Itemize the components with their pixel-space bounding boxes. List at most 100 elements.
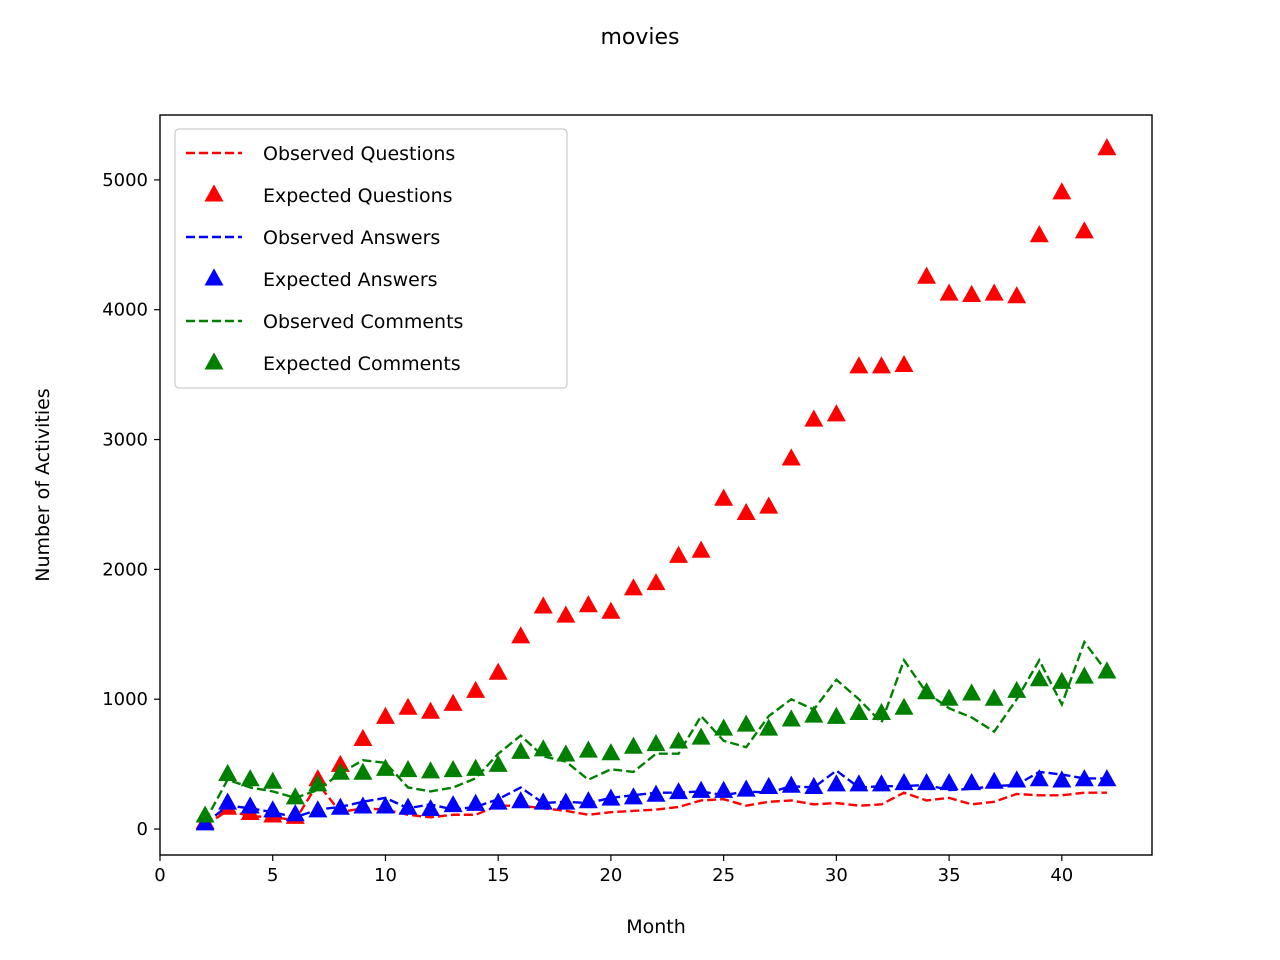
data-point xyxy=(218,763,238,782)
series-line-observed-comments xyxy=(204,639,1108,822)
data-point xyxy=(826,404,846,422)
axes-frame xyxy=(159,114,1153,856)
data-point xyxy=(330,797,350,815)
data-point xyxy=(578,791,598,809)
data-point xyxy=(398,697,418,715)
data-point xyxy=(736,502,756,521)
data-point xyxy=(488,662,508,680)
data-point xyxy=(556,605,576,623)
data-point xyxy=(714,718,734,736)
data-point xyxy=(1052,770,1072,788)
legend-box xyxy=(174,128,568,389)
data-point xyxy=(646,573,666,591)
data-point xyxy=(669,545,689,563)
data-point xyxy=(511,791,531,809)
data-point xyxy=(939,283,959,301)
data-point xyxy=(443,795,463,813)
data-point xyxy=(466,680,486,698)
data-point xyxy=(736,714,756,732)
data-point xyxy=(894,697,914,715)
data-point xyxy=(939,772,959,791)
data-point xyxy=(1097,661,1117,679)
data-point xyxy=(218,792,238,810)
data-point xyxy=(240,769,260,787)
x-tick-label: 35 xyxy=(938,865,961,886)
data-point xyxy=(285,787,305,805)
data-point xyxy=(353,762,373,780)
data-point xyxy=(759,776,779,794)
data-point xyxy=(984,283,1004,301)
data-point xyxy=(533,792,553,810)
data-point xyxy=(421,701,441,719)
x-tick-label: 0 xyxy=(154,865,165,886)
data-point xyxy=(398,760,418,778)
series-markers-expected-answers xyxy=(195,769,1117,831)
y-axis-label: Number of Activities xyxy=(32,388,54,581)
data-point xyxy=(917,682,937,700)
data-point xyxy=(263,771,283,789)
data-point xyxy=(646,784,666,802)
data-point xyxy=(601,788,621,806)
data-point xyxy=(466,758,486,776)
legend-label-expected-questions: Expected Questions xyxy=(263,185,453,207)
data-point xyxy=(1097,769,1117,787)
data-point xyxy=(1007,770,1027,788)
data-point xyxy=(488,754,508,772)
data-point xyxy=(578,740,598,758)
y-tick-label: 4000 xyxy=(102,300,148,321)
legend-swatch-expected-questions xyxy=(204,184,224,202)
data-point xyxy=(1074,221,1094,239)
x-axis-label: Month xyxy=(626,916,686,938)
data-point xyxy=(691,540,711,558)
data-point xyxy=(375,796,395,814)
data-point xyxy=(1052,671,1072,689)
data-point xyxy=(759,496,779,514)
data-point xyxy=(1029,225,1049,243)
data-point xyxy=(556,744,576,762)
data-point xyxy=(533,739,553,757)
data-point xyxy=(511,626,531,644)
data-point xyxy=(691,780,711,798)
data-point xyxy=(623,578,643,596)
y-tick-label: 2000 xyxy=(102,559,148,580)
data-point xyxy=(804,776,824,794)
data-point xyxy=(601,601,621,619)
data-point xyxy=(285,804,305,822)
data-point xyxy=(578,595,598,613)
data-point xyxy=(669,782,689,800)
data-point xyxy=(556,792,576,810)
plot-area xyxy=(195,138,1117,831)
x-tick-label: 30 xyxy=(825,865,848,886)
data-point xyxy=(375,706,395,724)
data-point xyxy=(263,800,283,818)
data-point xyxy=(1074,666,1094,684)
x-tick-label: 15 xyxy=(487,865,510,886)
data-point xyxy=(1007,286,1027,304)
x-tick-label: 5 xyxy=(267,865,278,886)
data-point xyxy=(939,688,959,706)
data-point xyxy=(804,409,824,427)
data-point xyxy=(623,736,643,754)
legend-label-observed-answers: Observed Answers xyxy=(263,227,440,249)
legend-label-observed-questions: Observed Questions xyxy=(263,143,455,165)
x-axis-ticks: 0 5 10 15 20 25 30 35 40 xyxy=(154,855,1073,886)
data-point xyxy=(511,741,531,759)
legend: Observed Questions Expected Questions Obse… xyxy=(174,128,568,389)
data-point xyxy=(804,705,824,723)
data-point xyxy=(1029,669,1049,687)
data-point xyxy=(1007,680,1027,698)
data-point xyxy=(421,761,441,779)
data-point xyxy=(330,762,350,780)
x-tick-label: 25 xyxy=(712,865,735,886)
data-point xyxy=(623,787,643,805)
data-point xyxy=(962,772,982,791)
series-markers-expected-comments xyxy=(195,661,1117,823)
data-point xyxy=(826,706,846,724)
data-point xyxy=(308,800,328,818)
data-point xyxy=(917,772,937,791)
data-point xyxy=(871,702,891,720)
data-point xyxy=(398,797,418,815)
chart-title: movies xyxy=(600,25,679,50)
data-point xyxy=(443,693,463,711)
